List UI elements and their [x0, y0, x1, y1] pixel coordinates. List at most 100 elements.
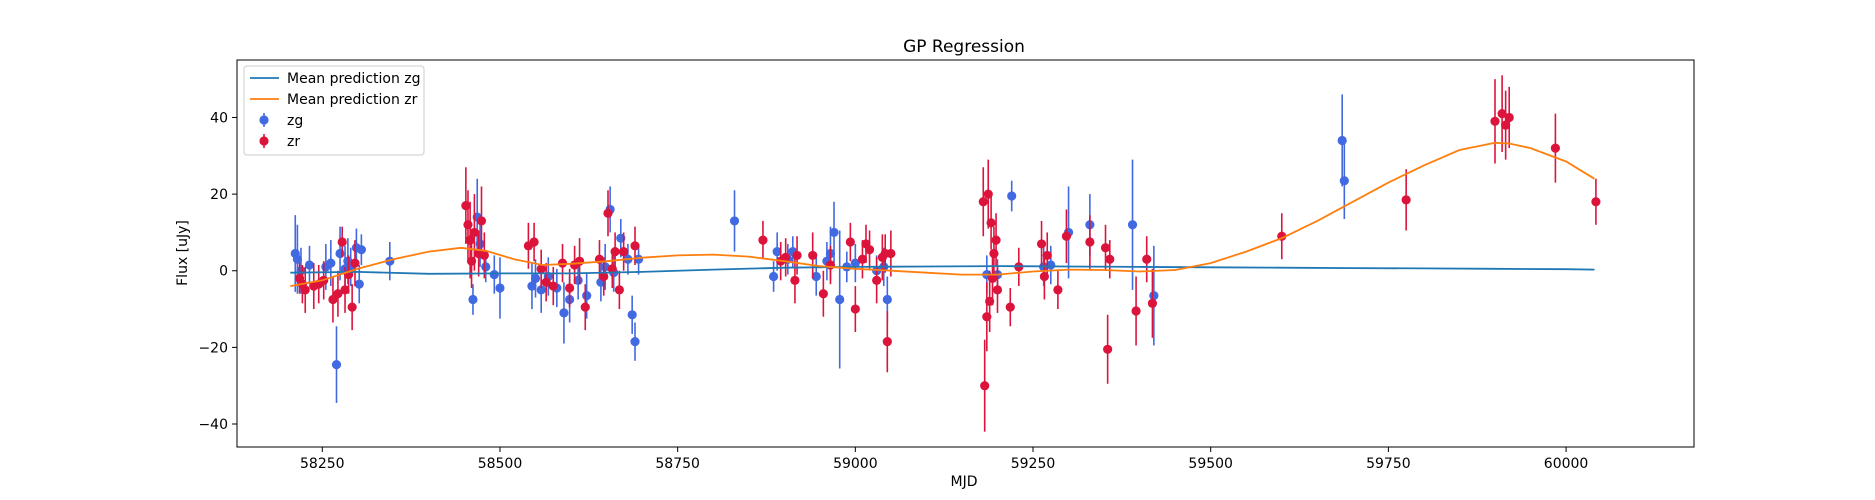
x-tick-label: 58250: [300, 456, 345, 472]
data-point-zr: [536, 264, 546, 274]
data-point-zg: [559, 308, 569, 318]
data-point-zr: [781, 252, 791, 262]
x-axis: 58250 58500 58750 59000 59250 59500 59750 60000: [300, 447, 1588, 472]
data-point-zg: [495, 283, 505, 293]
data-point-zr: [614, 285, 624, 295]
data-point-zg: [1339, 176, 1349, 186]
data-point-zr: [574, 256, 585, 266]
data-point-zr: [989, 248, 999, 259]
data-point-zg: [489, 269, 499, 280]
data-point-zg: [573, 275, 583, 285]
data-point-zg: [468, 294, 478, 305]
x-axis-label: MJD: [951, 474, 978, 490]
data-point-zr: [1105, 254, 1115, 264]
data-point-zr: [1085, 237, 1095, 247]
legend-box: [243, 65, 425, 156]
data-point-zg: [630, 337, 640, 347]
data-point-zr: [1591, 197, 1601, 207]
data-point-zr: [758, 235, 768, 245]
data-point-zr: [603, 208, 613, 218]
data-point-zr: [619, 246, 629, 257]
data-point-zg: [475, 239, 485, 249]
plot-frame: [236, 59, 1695, 448]
data-point-zr: [845, 237, 855, 247]
y-tick-label: 20: [210, 187, 228, 203]
data-point-zr: [476, 216, 487, 226]
data-point-zg: [1149, 291, 1159, 301]
chart-title: GP Regression: [903, 37, 1025, 57]
data-point-zr: [463, 220, 473, 230]
data-point-zr: [565, 283, 575, 293]
legend-item: Mean prediction zg: [250, 71, 421, 87]
data-point-zr: [886, 248, 896, 259]
data-point-zr: [1005, 302, 1015, 312]
data-point-zr: [987, 273, 998, 284]
data-point-zg: [772, 246, 782, 257]
data-point-zr: [1147, 298, 1158, 308]
data-point-zg: [331, 360, 342, 370]
data-point-zr: [985, 296, 995, 306]
data-point-zg: [335, 248, 345, 259]
legend: Mean prediction zg Mean prediction zr zg zr: [243, 65, 425, 156]
data-point-zg: [811, 271, 821, 282]
data-point-zg: [536, 285, 546, 295]
y-axis: −40 −20 0 20 40: [198, 110, 237, 433]
data-point-zr: [337, 237, 347, 247]
data-point-zg: [527, 281, 537, 291]
data-point-zg: [729, 216, 740, 226]
x-tick-label: 59750: [1366, 456, 1411, 472]
data-point-zr: [792, 250, 802, 261]
data-point-zr: [580, 302, 590, 312]
data-point-zg: [481, 262, 491, 272]
legend-item: zr: [259, 134, 300, 150]
data-point-zr: [983, 189, 993, 199]
data-point-zr: [541, 277, 551, 287]
data-point-zr: [790, 275, 800, 285]
data-point-zr: [986, 218, 996, 228]
data-point-zr: [1550, 143, 1561, 153]
x-tick-label: 59000: [833, 456, 878, 472]
data-point-zg: [1337, 135, 1347, 146]
y-tick-label: −20: [198, 340, 228, 356]
x-tick-label: 58500: [478, 456, 523, 472]
data-point-zg: [1127, 220, 1138, 230]
data-point-zg: [356, 245, 366, 255]
data-point-zr: [864, 245, 875, 255]
data-point-zr: [872, 275, 882, 285]
data-point-zr: [630, 241, 640, 251]
data-point-zr: [1490, 116, 1500, 126]
data-point-zr: [466, 256, 477, 266]
data-point-zg: [829, 227, 839, 238]
data-point-zr: [1053, 285, 1063, 295]
x-tick-label: 59500: [1188, 456, 1233, 472]
data-point-zg: [326, 258, 336, 268]
data-point-zg: [582, 291, 592, 301]
mean-line-zr: [290, 141, 1595, 287]
x-tick-label: 60000: [1544, 456, 1589, 472]
data-point-zr: [980, 381, 990, 391]
data-point-zr: [607, 264, 617, 274]
data-point-zr: [1039, 271, 1049, 282]
data-point-zr: [465, 235, 475, 245]
data-point-zg: [1007, 191, 1017, 201]
x-tick-label: 59250: [1011, 456, 1056, 472]
data-point-zr: [882, 337, 892, 347]
data-point-zr: [479, 250, 489, 261]
data-point-zr: [347, 302, 357, 312]
data-point-zg: [769, 271, 779, 282]
y-tick-label: 40: [210, 110, 228, 126]
data-point-zg: [835, 294, 845, 305]
data-point-zr: [1497, 109, 1507, 119]
data-point-zr: [548, 281, 558, 291]
data-point-zr: [991, 235, 1001, 245]
data-point-zr: [1100, 243, 1111, 253]
series-zr: [294, 75, 1601, 432]
data-point-zr: [825, 260, 836, 270]
data-point-zr: [808, 250, 818, 261]
legend-marker-swatch: [259, 136, 269, 146]
data-point-zr: [982, 312, 992, 322]
data-point-zr: [469, 227, 479, 238]
data-point-zg: [850, 258, 860, 268]
data-point-zr: [818, 289, 828, 299]
